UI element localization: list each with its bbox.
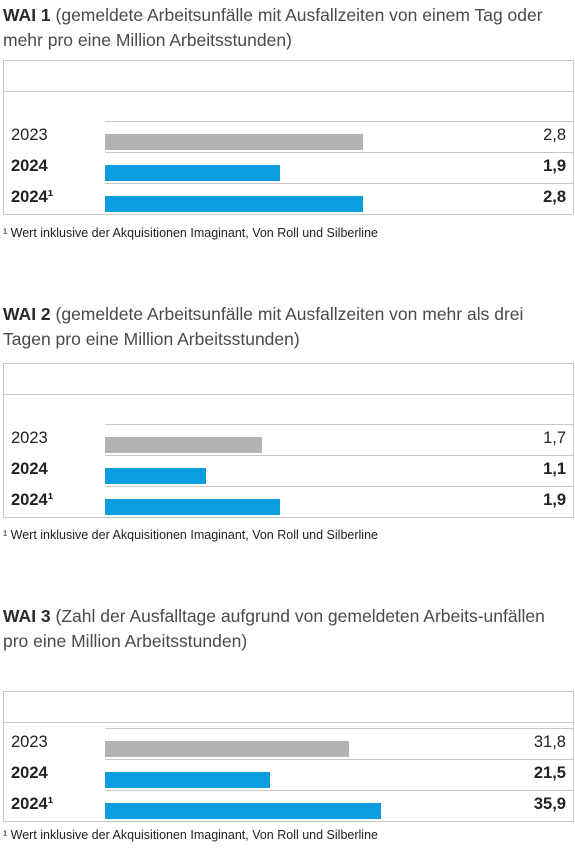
chart-row: 2024¹ 2,8: [4, 183, 573, 214]
bar: [105, 772, 271, 788]
row-divider: [105, 790, 573, 791]
bar: [105, 165, 281, 181]
bar: [105, 803, 381, 819]
category-label: 2023: [11, 126, 48, 144]
bar: [105, 134, 364, 150]
bar: [105, 437, 262, 453]
row-divider: [105, 152, 573, 153]
chart-row: 2023 1,7: [4, 424, 573, 455]
category-label: 2023: [11, 733, 48, 751]
chart-title-text: (gemeldete Arbeitsunfälle mit Ausfallzei…: [3, 5, 543, 50]
data-label: 1,9: [543, 491, 566, 509]
data-label: 2,8: [543, 126, 566, 144]
panel-inner-line: [4, 394, 573, 395]
data-label: 1,9: [543, 157, 566, 175]
row-divider: [105, 424, 573, 425]
chart-row: 2024¹ 1,9: [4, 486, 573, 517]
row-divider: [105, 728, 573, 729]
bar: [105, 499, 281, 515]
chart-title: WAI 1 (gemeldete Arbeitsunfälle mit Ausf…: [3, 3, 571, 53]
bar: [105, 196, 364, 212]
chart-row: 2023 2,8: [4, 121, 573, 152]
category-label: 2024: [11, 460, 48, 478]
chart-title-bold: WAI 1: [3, 5, 51, 25]
row-divider: [105, 455, 573, 456]
chart-row: 2024 1,1: [4, 455, 573, 486]
data-label: 2,8: [543, 188, 566, 206]
chart-panel: 2023 31,8 2024 21,5 2024¹ 35,9: [3, 691, 574, 822]
chart-row: 2024 1,9: [4, 152, 573, 183]
footnote: ¹ Wert inklusive der Akquisitionen Imagi…: [3, 528, 378, 542]
chart-title-text: (Zahl der Ausfalltage aufgrund von gemel…: [3, 606, 545, 651]
bar: [105, 468, 207, 484]
panel-top-line: [4, 60, 573, 61]
chart-title-text: (gemeldete Arbeitsunfälle mit Ausfallzei…: [3, 304, 524, 349]
row-divider: [105, 121, 573, 122]
category-label: 2023: [11, 429, 48, 447]
chart-panel: 2023 1,7 2024 1,1 2024¹ 1,9: [3, 363, 574, 518]
category-label: 2024¹: [11, 491, 54, 509]
chart-row: 2023 31,8: [4, 728, 573, 759]
panel-top-line: [4, 691, 573, 692]
chart-title-bold: WAI 2: [3, 304, 51, 324]
category-label: 2024: [11, 157, 48, 175]
data-label: 1,7: [543, 429, 566, 447]
panel-inner-line: [4, 722, 573, 723]
chart-title: WAI 3 (Zahl der Ausfalltage aufgrund von…: [3, 604, 571, 654]
row-divider: [105, 183, 573, 184]
row-divider: [105, 486, 573, 487]
chart-row: 2024 21,5: [4, 759, 573, 790]
chart-row: 2024¹ 35,9: [4, 790, 573, 821]
chart-title: WAI 2 (gemeldete Arbeitsunfälle mit Ausf…: [3, 302, 571, 352]
category-label: 2024¹: [11, 188, 54, 206]
bar: [105, 741, 350, 757]
chart-panel: 2023 2,8 2024 1,9 2024¹ 2,8: [3, 60, 574, 215]
data-label: 1,1: [543, 460, 566, 478]
panel-inner-line: [4, 91, 573, 92]
row-divider: [105, 759, 573, 760]
panel-top-line: [4, 363, 573, 364]
data-label: 31,8: [533, 733, 566, 751]
footnote: ¹ Wert inklusive der Akquisitionen Imagi…: [3, 226, 378, 240]
footnote: ¹ Wert inklusive der Akquisitionen Imagi…: [3, 828, 378, 842]
chart-title-bold: WAI 3: [3, 606, 51, 626]
data-label: 35,9: [533, 795, 566, 813]
category-label: 2024: [11, 764, 48, 782]
category-label: 2024¹: [11, 795, 54, 813]
data-label: 21,5: [533, 764, 566, 782]
